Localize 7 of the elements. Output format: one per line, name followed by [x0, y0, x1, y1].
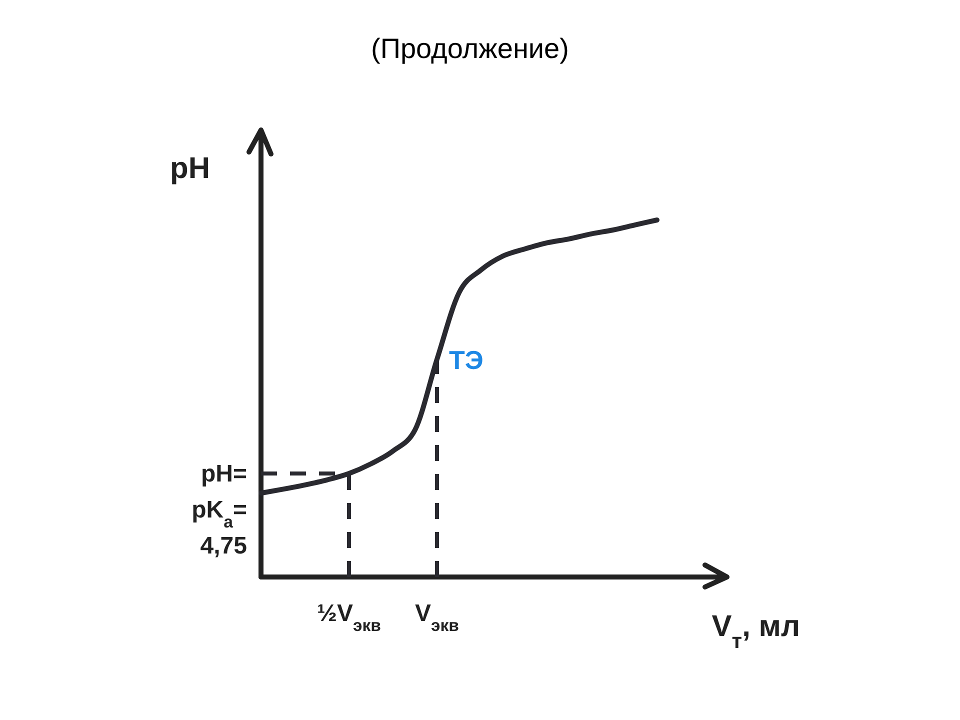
x-tick-label: V$_{экв}$ [415, 600, 459, 634]
text: pH=pK$_{a}$=4,75 [192, 460, 247, 560]
annotation: ТЭ [449, 345, 484, 376]
chart-title: (Продолжение) [371, 33, 569, 64]
x-tick-label: ½V$_{экв}$ [316, 600, 382, 634]
x-axis-title: V$_{т}$, мл [712, 610, 800, 652]
y-axis-title: pH [170, 152, 210, 185]
